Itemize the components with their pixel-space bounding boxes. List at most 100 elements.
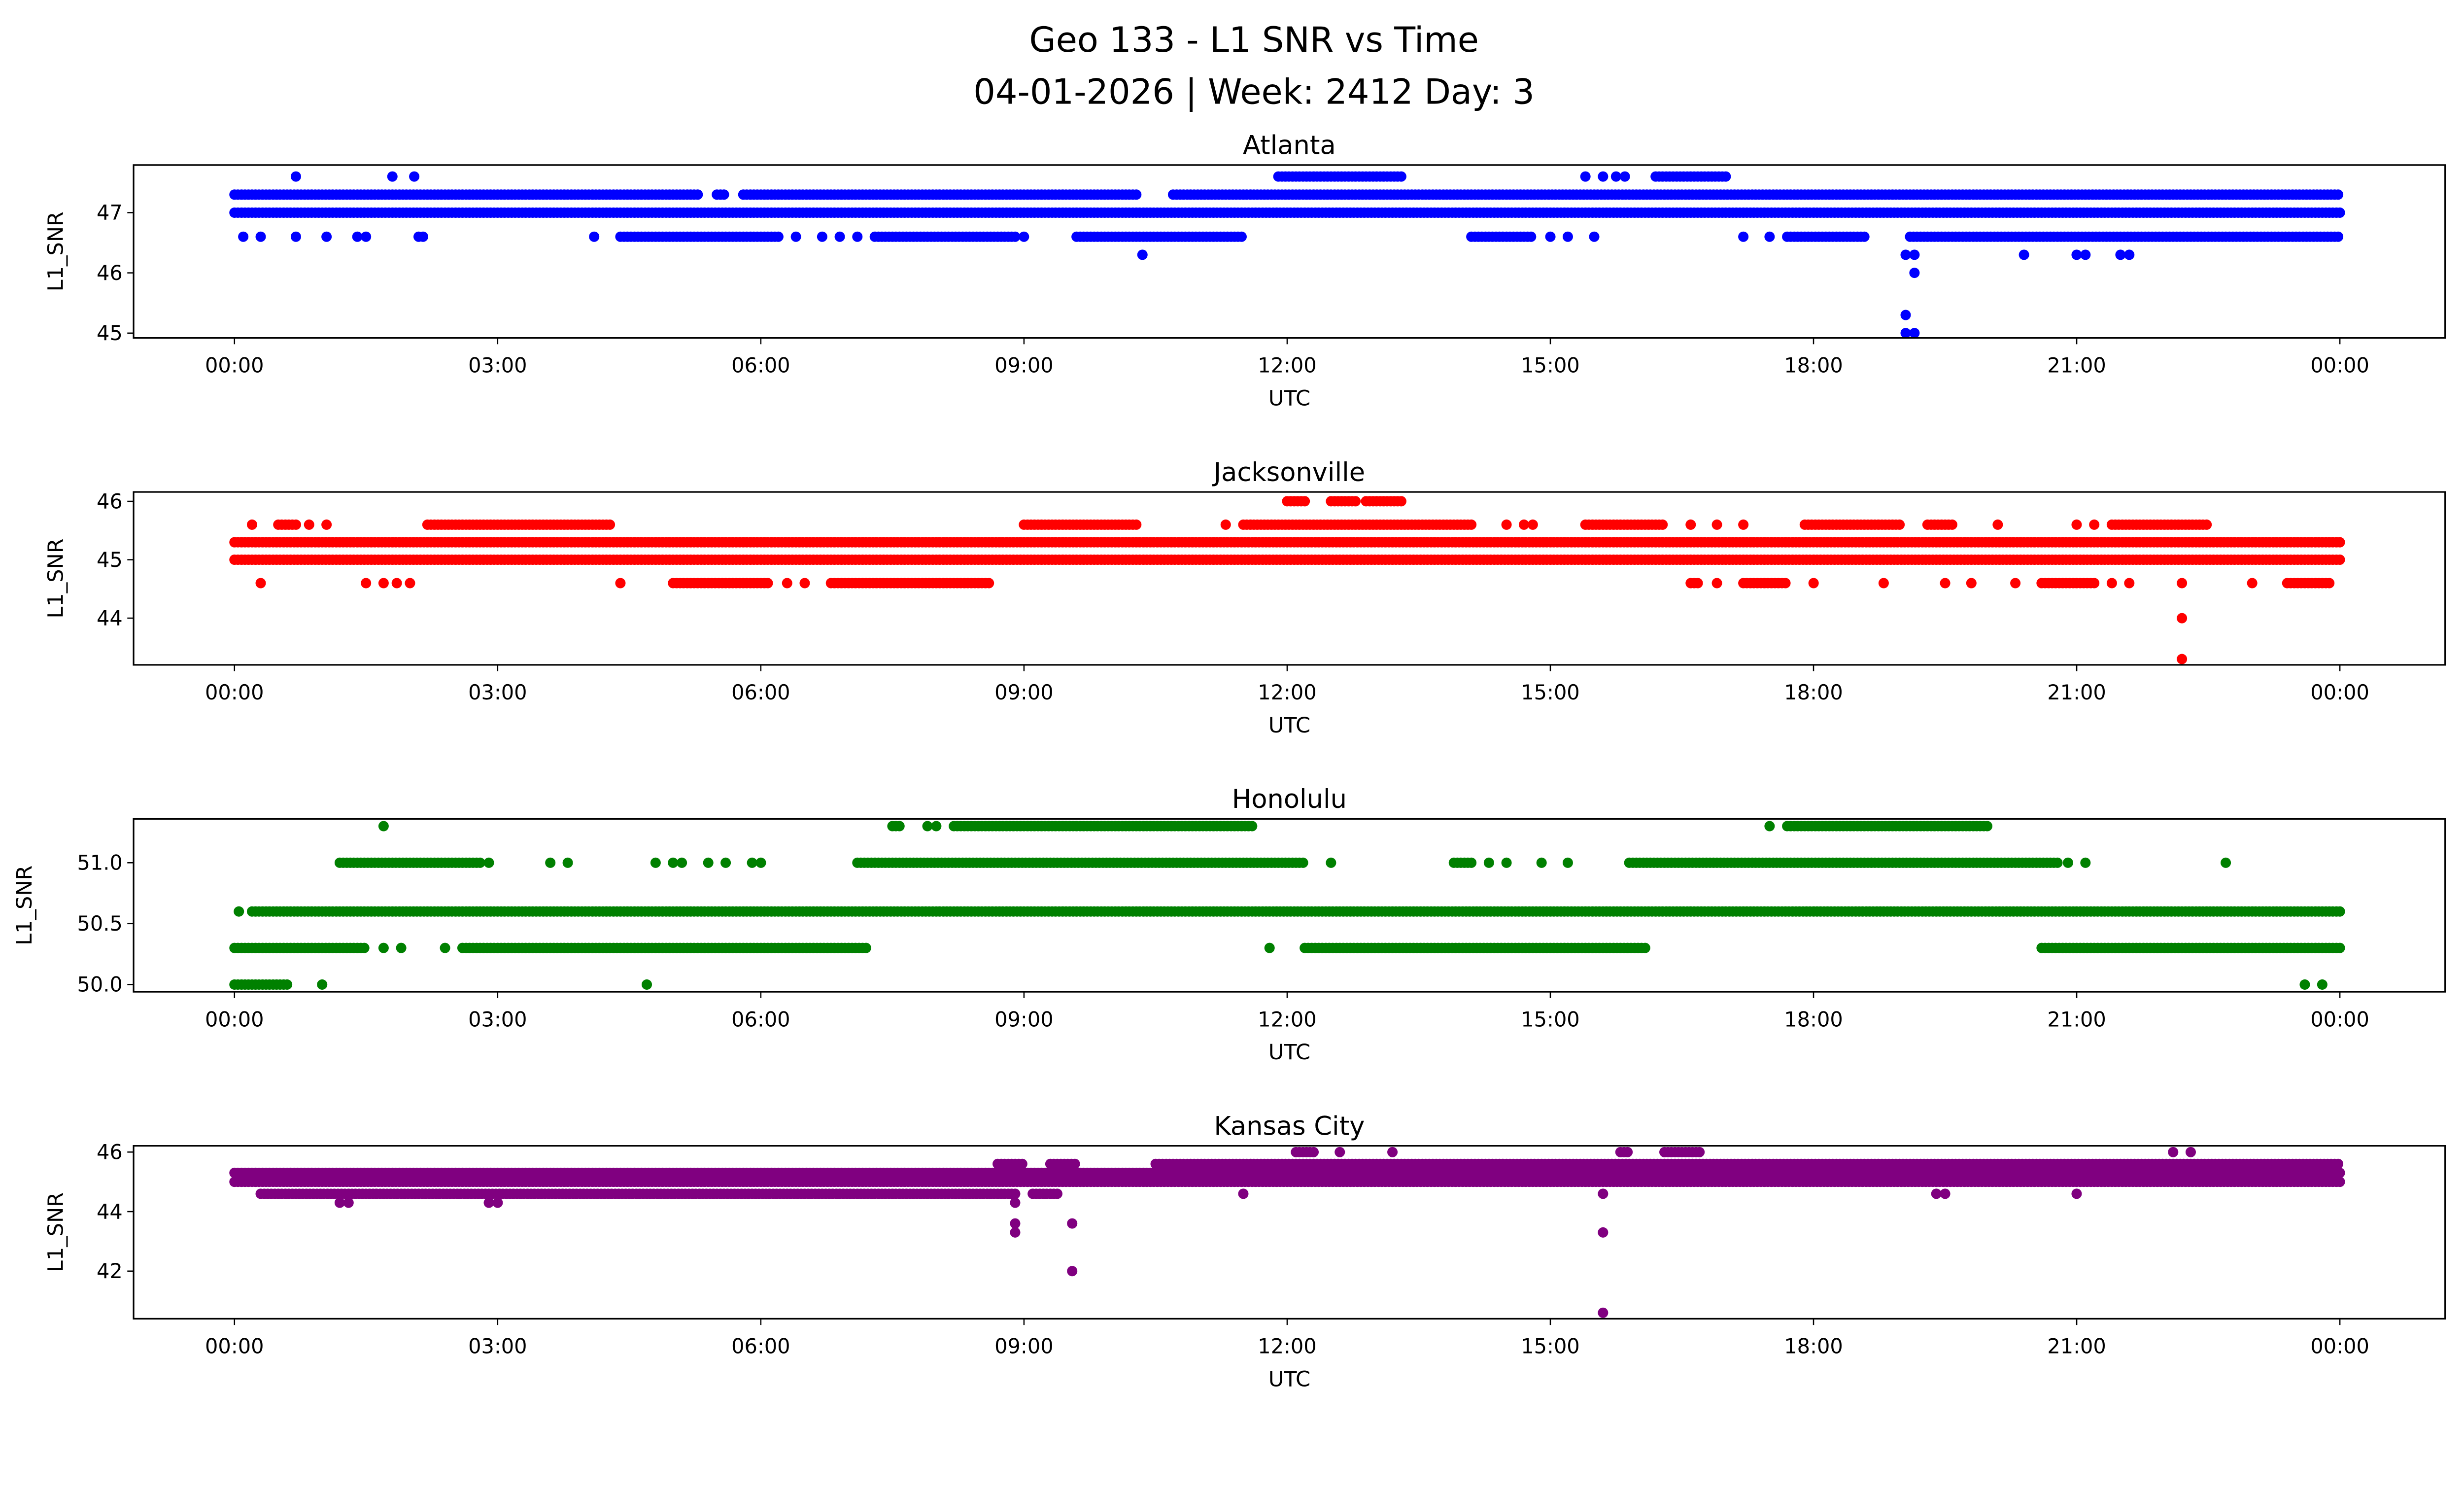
- data-point: [641, 979, 652, 990]
- data-point: [361, 578, 372, 589]
- data-point: [1909, 249, 1920, 260]
- data-point: [321, 231, 332, 242]
- data-point: [391, 578, 402, 589]
- data-point: [238, 231, 249, 242]
- data-point: [1900, 249, 1911, 260]
- data-point: [440, 942, 450, 953]
- data-point: [417, 231, 428, 242]
- data-point: [2317, 979, 2327, 990]
- data-point: [790, 231, 801, 242]
- data-point: [2052, 857, 2063, 868]
- y-tick-label: 47: [97, 201, 123, 225]
- data-point: [1326, 857, 1336, 868]
- data-point: [317, 979, 328, 990]
- data-point: [2010, 578, 2021, 589]
- data-point: [2071, 249, 2082, 260]
- data-point: [2071, 519, 2082, 530]
- data-point: [1300, 496, 1310, 507]
- axes-frame: [133, 491, 2446, 666]
- data-point: [1545, 231, 1556, 242]
- x-tick-label: 21:00: [2047, 1008, 2106, 1031]
- x-tick-label: 12:00: [1258, 354, 1316, 378]
- axes-frame: [133, 818, 2446, 993]
- data-point: [1396, 171, 1406, 182]
- data-point: [2124, 249, 2135, 260]
- data-point: [650, 857, 661, 868]
- x-axis-label: UTC: [1268, 1040, 1310, 1065]
- y-tick-label: 44: [97, 606, 123, 630]
- data-point: [321, 519, 332, 530]
- data-point: [1298, 857, 1308, 868]
- data-point: [703, 857, 714, 868]
- data-points: [229, 496, 2345, 664]
- data-point: [589, 231, 600, 242]
- data-point: [387, 171, 398, 182]
- data-point: [359, 942, 370, 953]
- data-point: [762, 578, 773, 589]
- data-point: [1589, 231, 1600, 242]
- data-point: [1501, 857, 1512, 868]
- data-point: [1764, 821, 1775, 832]
- data-point: [290, 519, 301, 530]
- data-point: [1264, 942, 1275, 953]
- data-point: [1738, 519, 1749, 530]
- data-point: [290, 231, 301, 242]
- x-tick-label: 00:00: [2310, 354, 2369, 378]
- data-point: [720, 857, 731, 868]
- data-point: [1598, 171, 1608, 182]
- data-points: [229, 821, 2345, 990]
- subplot-title: Kansas City: [1214, 1111, 1365, 1141]
- data-point: [677, 857, 687, 868]
- data-point: [860, 942, 871, 953]
- data-point: [1894, 519, 1905, 530]
- data-point: [1019, 231, 1029, 242]
- x-axis-label: UTC: [1268, 713, 1310, 738]
- data-point: [1350, 496, 1361, 507]
- data-point: [1909, 268, 1920, 278]
- data-point: [1236, 231, 1247, 242]
- x-tick-label: 06:00: [731, 1008, 790, 1031]
- data-point: [2124, 578, 2135, 589]
- data-point: [2115, 249, 2126, 260]
- x-tick-label: 12:00: [1258, 1008, 1316, 1031]
- data-point: [615, 578, 626, 589]
- data-point: [1396, 496, 1406, 507]
- data-point: [817, 231, 827, 242]
- data-point: [2333, 231, 2344, 242]
- data-point: [2221, 857, 2231, 868]
- data-point: [1764, 231, 1775, 242]
- data-points: [229, 171, 2345, 338]
- x-tick-label: 18:00: [1784, 354, 1843, 378]
- data-point: [1720, 171, 1731, 182]
- x-tick-label: 15:00: [1521, 681, 1579, 704]
- data-point: [1131, 189, 1142, 200]
- data-point: [1657, 519, 1668, 530]
- x-tick-label: 09:00: [994, 681, 1053, 704]
- data-point: [2334, 942, 2345, 953]
- data-point: [290, 171, 301, 182]
- x-tick-label: 00:00: [2310, 1008, 2369, 1031]
- data-point: [1562, 857, 1573, 868]
- data-point: [378, 578, 389, 589]
- data-point: [1685, 519, 1696, 530]
- data-point: [931, 821, 942, 832]
- data-point: [984, 578, 994, 589]
- data-point: [1992, 519, 2003, 530]
- x-tick-label: 00:00: [205, 354, 264, 378]
- subplot-title: Atlanta: [1243, 130, 1336, 160]
- x-tick-label: 03:00: [468, 681, 527, 704]
- data-point: [2080, 249, 2091, 260]
- data-point: [2334, 207, 2345, 218]
- data-point: [255, 578, 266, 589]
- data-point: [255, 231, 266, 242]
- x-tick-label: 21:00: [2047, 681, 2106, 704]
- x-tick-label: 15:00: [1521, 1008, 1579, 1031]
- data-point: [894, 821, 905, 832]
- data-point: [2333, 189, 2344, 200]
- data-point: [755, 857, 766, 868]
- y-axis-label: L1_SNR: [44, 211, 68, 291]
- data-point: [2334, 537, 2345, 548]
- data-point: [773, 231, 784, 242]
